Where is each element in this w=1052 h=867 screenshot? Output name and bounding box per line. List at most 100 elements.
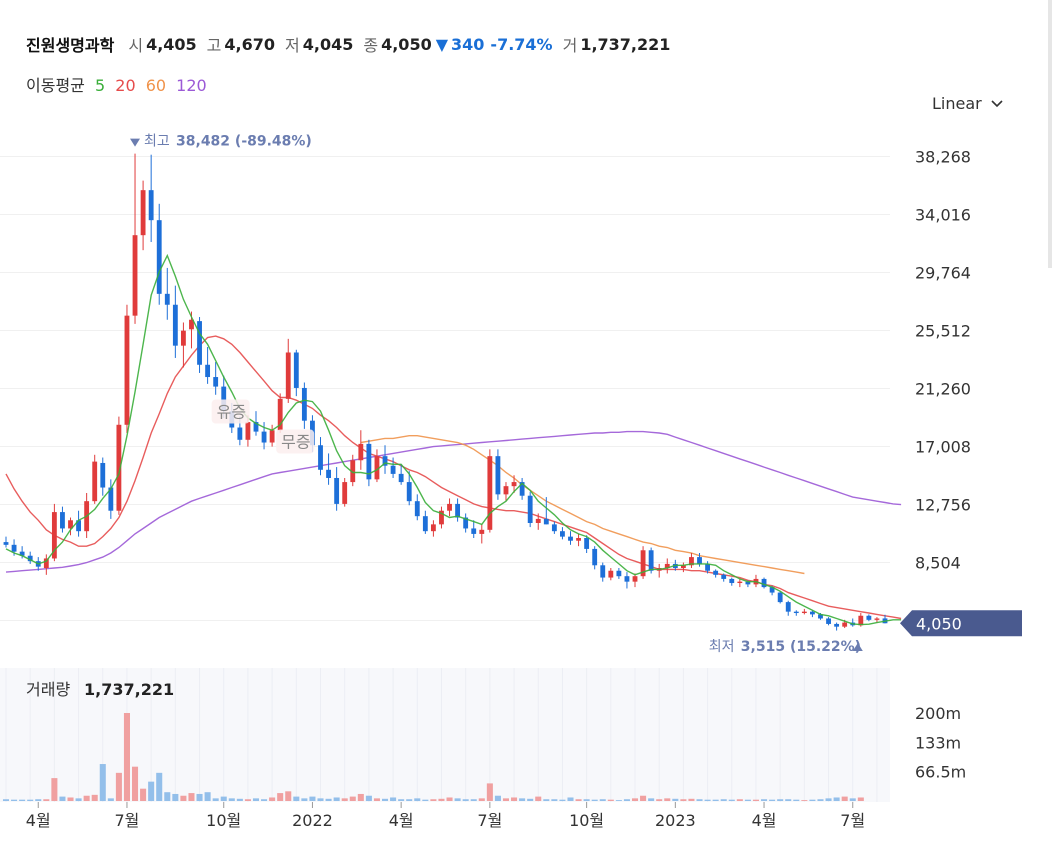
volume-tick-label: 66.5m	[915, 763, 966, 782]
candle	[164, 267, 170, 320]
volume-bar	[414, 798, 421, 801]
candle	[713, 569, 719, 578]
candle	[350, 454, 356, 487]
annotations: 최고 38,482 (-89.48%) 최저 3,515 (15.22%)	[130, 134, 863, 655]
low-value: 4,045	[302, 34, 354, 54]
volume-bar	[293, 796, 300, 801]
price-tick-label: 21,260	[915, 380, 971, 399]
candle-body	[785, 602, 791, 612]
volume-bar	[793, 799, 800, 801]
high-annotation-label: 최고	[144, 134, 170, 150]
volume-bar	[228, 798, 235, 801]
candle	[721, 573, 727, 582]
candle	[430, 520, 436, 537]
volume-bar	[140, 788, 147, 801]
moving-average-label: 이동평균	[26, 76, 85, 95]
volume-bar	[494, 795, 501, 801]
candle	[527, 491, 533, 528]
event-badge-bg	[211, 399, 250, 424]
candle-body	[535, 518, 541, 523]
volume-bar	[825, 798, 832, 801]
candle	[761, 577, 767, 589]
date-tick-label: 2023	[655, 811, 696, 830]
candle	[76, 510, 81, 537]
candle-body	[793, 611, 799, 614]
volume-bar	[712, 799, 719, 801]
volume-tick-label: 200m	[915, 704, 961, 723]
candle	[148, 154, 154, 242]
volume-bar	[59, 796, 66, 801]
moving-average-legend[interactable]: 이동평균 5 20 60 120	[26, 72, 212, 96]
candle	[390, 457, 396, 478]
volume-bar	[672, 798, 679, 801]
date-tick-label: 4월	[389, 811, 414, 830]
event-badge-text: 유증	[217, 403, 246, 422]
high-marker-icon	[130, 138, 141, 147]
volume-bar	[236, 798, 243, 801]
price-tick-label: 17,008	[915, 438, 971, 457]
volume-bar	[688, 798, 695, 801]
volume-axis: 66.5m 133m 200m	[915, 704, 966, 782]
candle	[656, 563, 662, 578]
candle	[471, 520, 477, 539]
candle	[592, 546, 598, 570]
candle	[866, 614, 872, 622]
volume-bar	[373, 798, 380, 801]
candle	[793, 610, 799, 616]
candle-body	[874, 618, 880, 620]
candle	[100, 457, 106, 496]
candle	[640, 546, 646, 579]
candle	[753, 574, 759, 588]
candle-body	[495, 456, 501, 495]
volume-bar	[172, 793, 179, 801]
candle-body	[576, 538, 581, 541]
scale-selector[interactable]: Linear	[932, 94, 1004, 113]
candle-body	[108, 487, 114, 511]
candle	[108, 479, 114, 519]
candle-body	[705, 563, 711, 571]
candle	[551, 521, 557, 534]
volume-bar	[623, 799, 630, 801]
candle-body	[414, 501, 420, 517]
candle	[382, 445, 388, 474]
candle	[729, 577, 735, 586]
date-tick-label: 7월	[840, 811, 865, 830]
vertical-scrollbar[interactable]	[1048, 0, 1052, 268]
event-badge: 유증	[211, 399, 250, 424]
volume-bar	[615, 800, 622, 801]
candle	[624, 572, 630, 589]
candle-body	[221, 386, 227, 412]
volume-bar	[212, 798, 219, 801]
candle-body	[390, 465, 396, 474]
candle-body	[447, 503, 452, 511]
candle-body	[834, 623, 840, 627]
candle-body	[253, 422, 259, 432]
candle	[277, 393, 283, 433]
volume-tick-label: 133m	[915, 733, 961, 752]
candle-body	[519, 482, 525, 496]
candle-body	[261, 431, 267, 443]
candle-body	[640, 550, 646, 577]
volume-value: 1,737,221	[580, 34, 671, 54]
candle-body	[729, 578, 735, 584]
volume-bar	[744, 799, 751, 801]
candle-body	[616, 570, 622, 577]
price-tick-label: 29,764	[915, 264, 971, 283]
volume-bar	[535, 796, 542, 801]
volume-panel-bg	[0, 668, 890, 802]
volume-bar	[341, 798, 348, 801]
candle-body	[51, 512, 57, 559]
chevron-down-icon	[991, 99, 1003, 107]
candle	[810, 610, 815, 618]
ma20-line-group	[5, 335, 902, 620]
volume-bar	[567, 797, 574, 801]
candle	[455, 498, 461, 522]
volume-bar	[67, 797, 74, 801]
candle	[414, 494, 420, 521]
date-tick-label: 4월	[752, 811, 777, 830]
candle-body	[592, 548, 598, 566]
candle-body	[245, 422, 251, 440]
high-value: 4,670	[224, 34, 276, 54]
candle-body	[648, 550, 654, 571]
